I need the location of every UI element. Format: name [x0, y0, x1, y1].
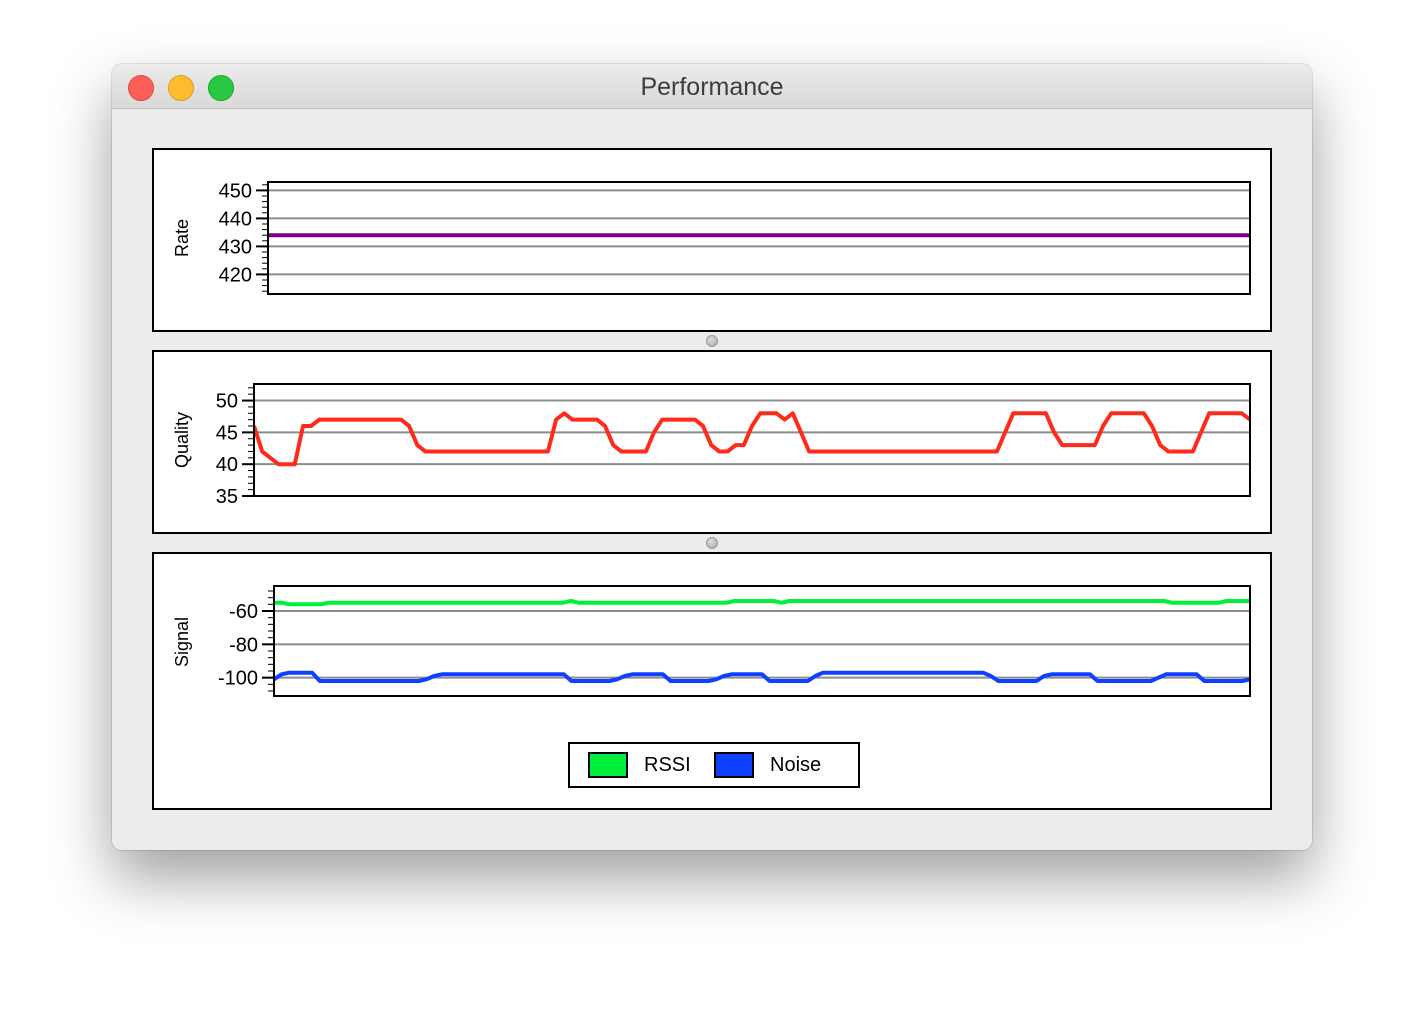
- noise-legend-label: Noise: [770, 754, 822, 776]
- signal-panel: -60 -80 -100 Signal RSSI Noise: [152, 552, 1272, 810]
- plot-frame: [267, 181, 1251, 295]
- y-tick-label: -100: [218, 668, 258, 690]
- quality-chart: 35 40 45 50 Quality: [172, 383, 1251, 508]
- quality-panel: 35 40 45 50 Quality: [152, 350, 1272, 534]
- y-axis-label: Quality: [172, 412, 192, 468]
- rssi-legend-swatch: [588, 752, 628, 778]
- quality-series-line: [254, 411, 1250, 467]
- rssi-legend-label: RSSI: [644, 754, 691, 776]
- rssi-series-line: [274, 599, 1250, 607]
- performance-window: Performance 420 430 440 450 Rate 35 40 45 50 Qua…: [112, 64, 1312, 850]
- y-tick-label: 430: [219, 236, 252, 258]
- splitter-handle-2[interactable]: [706, 537, 718, 549]
- minimize-button[interactable]: [168, 75, 194, 101]
- zoom-button[interactable]: [208, 75, 234, 101]
- noise-legend-swatch: [714, 752, 754, 778]
- y-tick-label: 420: [219, 264, 252, 286]
- title-bar[interactable]: Performance: [112, 64, 1312, 109]
- window-title: Performance: [640, 73, 784, 101]
- y-tick-label: -60: [229, 601, 258, 623]
- rate-panel: 420 430 440 450 Rate: [152, 148, 1272, 332]
- plot-frame: [273, 585, 1251, 697]
- y-tick-label: 50: [216, 391, 238, 413]
- noise-series-line: [274, 670, 1250, 683]
- y-tick-label: 440: [219, 208, 252, 230]
- y-axis-label: Rate: [172, 219, 192, 257]
- y-tick-label: 35: [216, 486, 238, 508]
- splitter-handle-1[interactable]: [706, 335, 718, 347]
- signal-chart: -60 -80 -100 Signal: [172, 585, 1251, 697]
- close-button[interactable]: [128, 75, 154, 101]
- rate-chart: 420 430 440 450 Rate: [172, 180, 1251, 295]
- plot-frame: [253, 383, 1251, 497]
- y-tick-label: -80: [229, 634, 258, 656]
- y-tick-label: 450: [219, 180, 252, 202]
- y-tick-label: 45: [216, 422, 238, 444]
- y-tick-label: 40: [216, 454, 238, 476]
- y-axis-label: Signal: [172, 617, 192, 667]
- signal-legend: RSSI Noise: [568, 742, 860, 788]
